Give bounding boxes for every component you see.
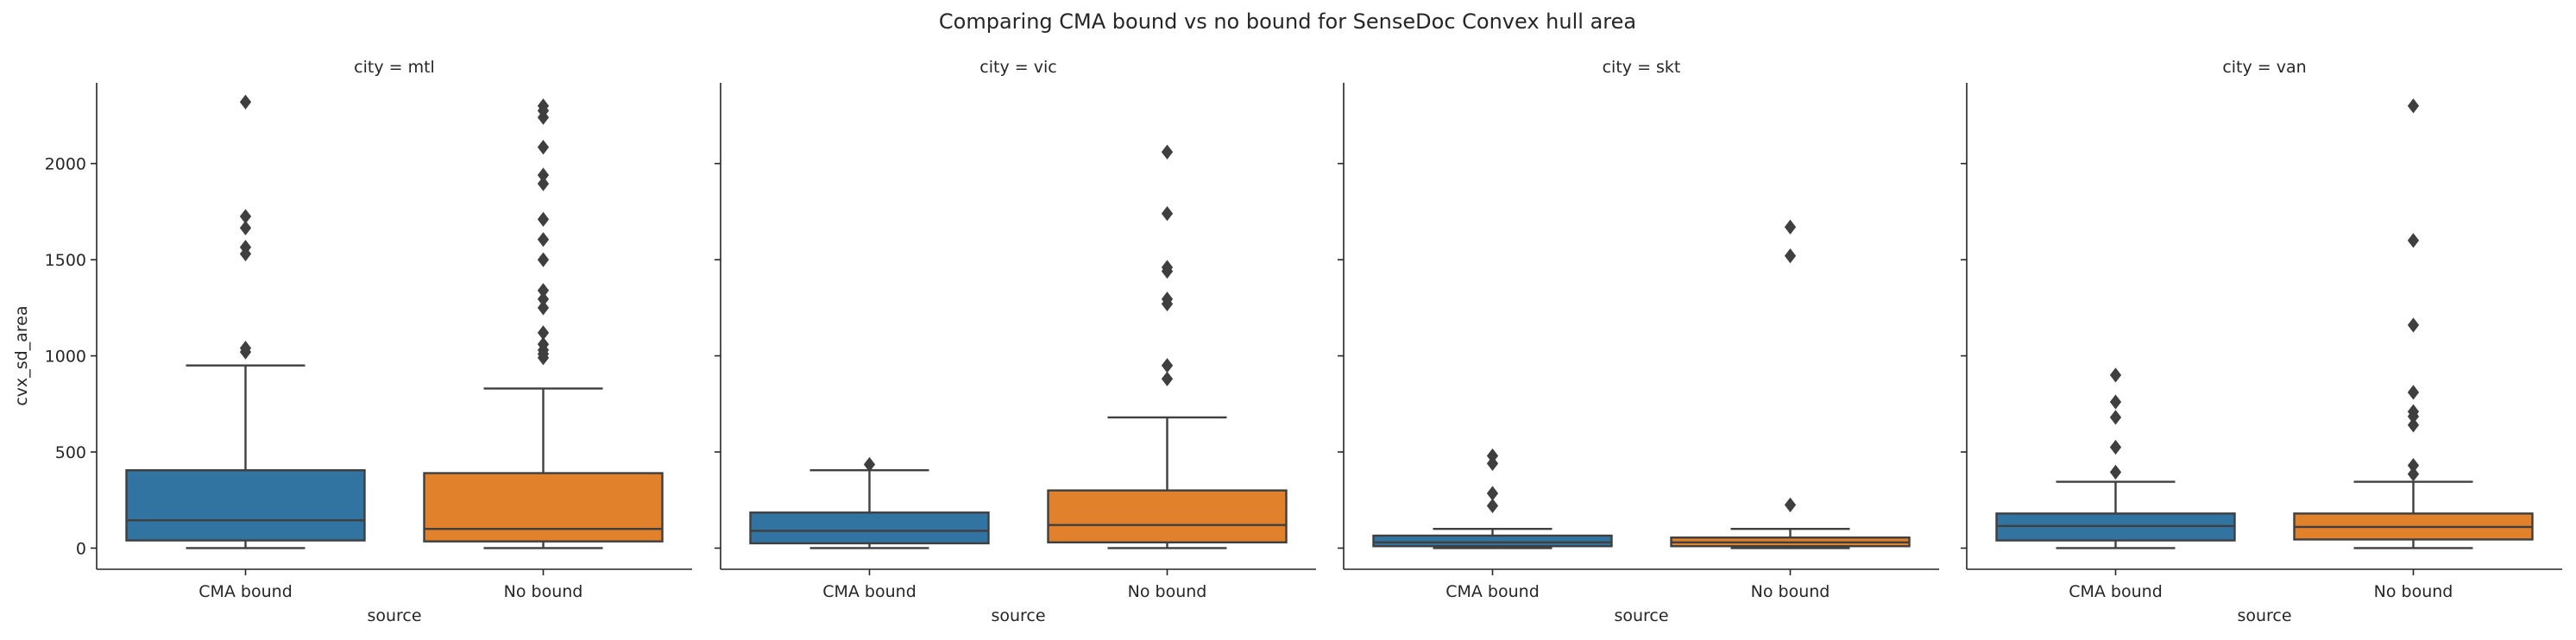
outlier-point: [537, 140, 550, 155]
outlier-point: [2407, 385, 2420, 400]
box-iqr: [423, 472, 664, 543]
outlier-point: [2407, 317, 2420, 333]
outlier-point: [2407, 98, 2420, 114]
outlier-point: [2407, 404, 2420, 419]
outlier-point: [1486, 498, 1499, 514]
box-iqr: [1047, 489, 1288, 543]
outlier-point: [1486, 448, 1499, 464]
x-axis-label: source: [1614, 606, 1668, 625]
outlier-point: [1161, 358, 1174, 373]
x-tick-label: No bound: [1128, 582, 1207, 601]
panel-title: city = mtl: [354, 58, 435, 77]
outlier-point: [2109, 367, 2122, 383]
outlier-point: [1161, 260, 1174, 275]
panel-title: city = van: [2222, 58, 2306, 77]
y-axis-label: cvx_sd_area: [12, 305, 31, 405]
outlier-point: [2407, 233, 2420, 248]
x-tick-label: CMA bound: [198, 582, 293, 601]
panel-title: city = skt: [1603, 58, 1681, 77]
x-axis-label: source: [991, 606, 1045, 625]
outlier-point: [1161, 205, 1174, 222]
outlier-point: [239, 239, 252, 255]
y-tick-label: 1500: [45, 251, 86, 270]
x-axis-label: source: [367, 606, 421, 625]
x-tick-label: No bound: [2374, 582, 2453, 601]
x-tick-label: CMA bound: [822, 582, 916, 601]
box-iqr: [1372, 534, 1613, 548]
chart-title: Comparing CMA bound vs no bound for Sens…: [939, 9, 1636, 34]
outlier-point: [239, 94, 252, 110]
box-iqr: [749, 511, 990, 545]
outlier-point: [537, 232, 550, 248]
outlier-point: [537, 167, 550, 183]
outlier-point: [537, 176, 550, 191]
outlier-point: [1486, 455, 1499, 472]
y-tick-label: 2000: [45, 155, 86, 174]
box-iqr: [125, 468, 366, 542]
outlier-point: [1784, 219, 1797, 235]
y-tick-label: 1000: [45, 348, 86, 367]
panel-title: city = vic: [979, 58, 1056, 77]
outlier-point: [537, 252, 550, 267]
outlier-point: [1161, 371, 1174, 386]
y-tick-label: 0: [76, 539, 86, 558]
outlier-point: [1161, 292, 1174, 307]
outlier-point: [537, 283, 550, 298]
y-tick-label: 500: [55, 443, 86, 462]
x-tick-label: CMA bound: [1445, 582, 1540, 601]
outlier-point: [537, 300, 550, 316]
x-axis-label: source: [2237, 606, 2291, 625]
x-tick-label: No bound: [1751, 582, 1830, 601]
outlier-point: [2407, 458, 2420, 474]
outlier-point: [2407, 467, 2420, 482]
outlier-point: [537, 336, 550, 352]
outlier-point: [2109, 464, 2122, 480]
outlier-point: [537, 98, 550, 114]
outlier-point: [863, 456, 876, 473]
x-tick-label: CMA bound: [2069, 582, 2163, 601]
outlier-point: [537, 325, 550, 341]
outlier-point: [2109, 410, 2122, 425]
outlier-point: [537, 292, 550, 307]
outlier-point: [239, 341, 252, 356]
outlier-point: [239, 209, 252, 224]
outlier-point: [1784, 497, 1797, 512]
outlier-point: [2109, 394, 2122, 410]
outlier-point: [239, 220, 252, 235]
outlier-point: [2407, 417, 2420, 433]
outlier-point: [1161, 144, 1174, 160]
outlier-point: [1486, 486, 1499, 501]
x-tick-label: No bound: [504, 582, 583, 601]
outlier-point: [1784, 248, 1797, 264]
outlier-point: [537, 211, 550, 227]
outlier-point: [2109, 439, 2122, 455]
